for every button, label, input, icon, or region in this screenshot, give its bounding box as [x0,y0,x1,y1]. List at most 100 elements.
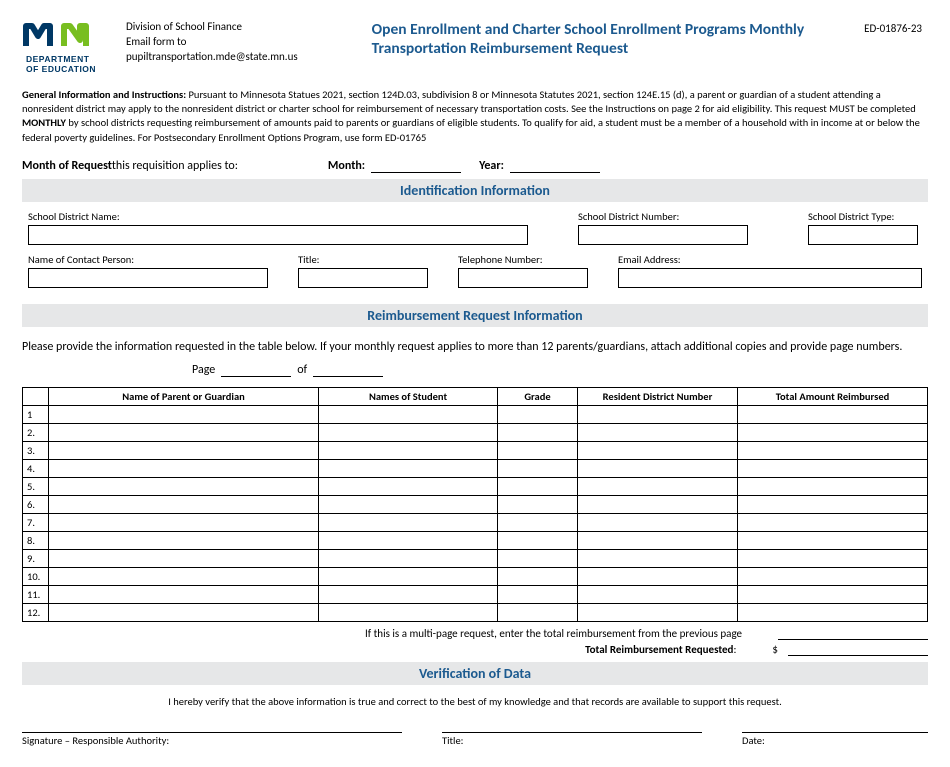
cell-input[interactable] [498,585,578,603]
cell-input[interactable] [49,423,319,441]
cell-input[interactable] [498,549,578,567]
cell-input[interactable] [498,441,578,459]
th-resident: Resident District Number [578,387,738,405]
cell-input[interactable] [738,549,928,567]
totals-block: If this is a multi-page request, enter t… [22,626,928,656]
cell-input[interactable] [49,603,319,621]
cell-input[interactable] [49,441,319,459]
instructions-body2: by school districts requesting reimburse… [22,116,920,143]
division-name: Division of School Finance [126,20,298,35]
cell-input[interactable] [319,459,498,477]
cell-input[interactable] [738,477,928,495]
cell-input[interactable] [498,477,578,495]
month-request-label: Month of Request [22,159,112,173]
label-title: Title: [298,253,428,266]
cell-input[interactable] [49,405,319,423]
cell-input[interactable] [738,585,928,603]
label-district-name: School District Name: [28,210,528,223]
cell-input[interactable] [738,441,928,459]
table-row: 1 [23,405,928,423]
input-district-type[interactable] [808,225,918,245]
cell-input[interactable] [738,423,928,441]
cell-input[interactable] [498,531,578,549]
cell-input[interactable] [578,603,738,621]
cell-input[interactable] [319,423,498,441]
cell-input[interactable] [319,531,498,549]
input-title[interactable] [298,268,428,288]
cell-input[interactable] [319,495,498,513]
month-input[interactable] [371,159,461,173]
page-label: Page [192,363,215,377]
cell-input[interactable] [498,459,578,477]
cell-input[interactable] [498,513,578,531]
reimb-intro: Please provide the information requested… [22,339,928,355]
cell-input[interactable] [578,531,738,549]
cell-input[interactable] [498,603,578,621]
table-row: 2. [23,423,928,441]
input-district-name[interactable] [28,225,528,245]
identification-grid: School District Name: School District Nu… [22,202,928,302]
cell-input[interactable] [498,495,578,513]
input-contact[interactable] [28,268,268,288]
cell-input[interactable] [578,423,738,441]
cell-input[interactable] [49,495,319,513]
year-label: Year: [479,159,504,173]
input-email[interactable] [618,268,922,288]
email-label: Email form to [126,35,298,50]
cell-input[interactable] [49,459,319,477]
table-row: 5. [23,477,928,495]
cell-input[interactable] [578,477,738,495]
cell-input[interactable] [49,513,319,531]
cell-input[interactable] [319,477,498,495]
header: DEPARTMENT OF EDUCATION Division of Scho… [22,20,928,78]
cell-input[interactable] [578,585,738,603]
section-verification: Verification of Data [22,662,928,685]
total-reimbursement-input[interactable] [788,642,928,656]
cell-input[interactable] [578,567,738,585]
cell-input[interactable] [738,531,928,549]
cell-input[interactable] [49,585,319,603]
cell-input[interactable] [498,567,578,585]
cell-input[interactable] [738,495,928,513]
input-district-number[interactable] [578,225,748,245]
cell-input[interactable] [49,549,319,567]
cell-input[interactable] [319,567,498,585]
cell-input[interactable] [319,585,498,603]
cell-input[interactable] [49,567,319,585]
input-phone[interactable] [458,268,588,288]
cell-input[interactable] [319,603,498,621]
cell-input[interactable] [738,405,928,423]
page-input[interactable] [221,363,291,377]
cell-input[interactable] [319,513,498,531]
prev-page-total-input[interactable] [778,626,928,640]
cell-input[interactable] [498,423,578,441]
cell-input[interactable] [49,531,319,549]
row-number: 6. [23,495,49,513]
form-title-block: Open Enrollment and Charter School Enrol… [312,20,850,59]
cell-input[interactable] [578,405,738,423]
cell-input[interactable] [49,477,319,495]
cell-input[interactable] [738,513,928,531]
year-input[interactable] [510,159,600,173]
cell-input[interactable] [498,405,578,423]
row-number: 8. [23,531,49,549]
cell-input[interactable] [319,405,498,423]
row-number: 2. [23,423,49,441]
cell-input[interactable] [319,441,498,459]
cell-input[interactable] [578,549,738,567]
cell-input[interactable] [738,459,928,477]
cell-input[interactable] [578,459,738,477]
page-total-input[interactable] [313,363,383,377]
cell-input[interactable] [738,603,928,621]
cell-input[interactable] [738,567,928,585]
cell-input[interactable] [578,441,738,459]
th-grade: Grade [498,387,578,405]
month-label: Month: [328,159,365,173]
section-identification: Identification Information [22,179,928,202]
mn-logo: DEPARTMENT OF EDUCATION [22,20,112,78]
cell-input[interactable] [578,495,738,513]
verification-text: I hereby verify that the above informati… [22,695,928,708]
cell-input[interactable] [319,549,498,567]
table-row: 11. [23,585,928,603]
cell-input[interactable] [578,513,738,531]
